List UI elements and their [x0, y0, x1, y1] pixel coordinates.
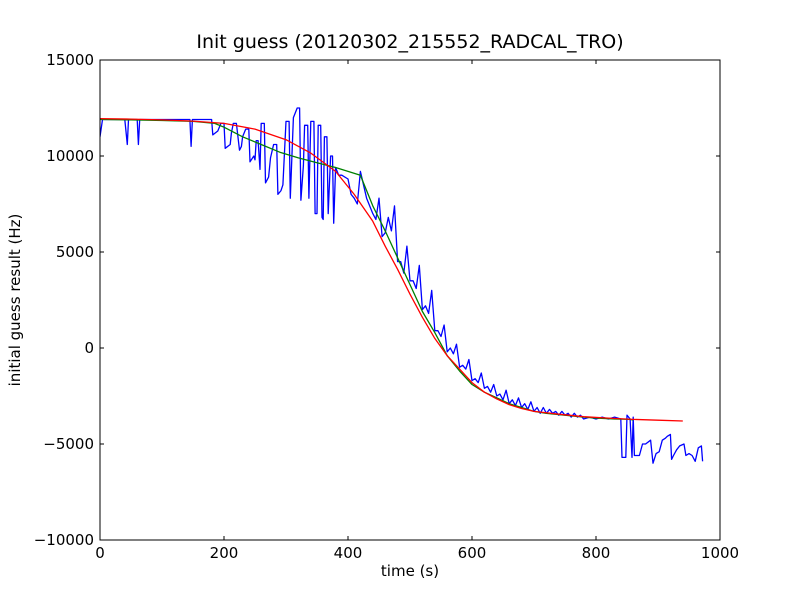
y-tick-label: 5000 [56, 243, 94, 261]
x-tick-label: 600 [458, 544, 487, 562]
plot-area: 0 200 400 600 800 1000 −10000 −5000 0 5000 10000 1… [34, 51, 739, 562]
x-axis-ticks: 0 200 400 600 800 1000 [95, 60, 739, 562]
y-axis-label: initial guess result (Hz) [6, 214, 24, 387]
y-tick-label: 15000 [46, 51, 94, 69]
y-tick-label: 0 [84, 339, 94, 357]
y-tick-label: 10000 [46, 147, 94, 165]
x-axis-label: time (s) [381, 562, 439, 580]
series-line-3 [100, 117, 683, 422]
x-tick-label: 400 [334, 544, 363, 562]
x-tick-label: 200 [210, 544, 239, 562]
series-layer [100, 107, 704, 464]
plot-frame [99, 59, 721, 541]
x-tick-label: 0 [95, 544, 105, 562]
x-tick-label: 800 [582, 544, 611, 562]
y-tick-label: −5000 [43, 435, 94, 453]
chart-title: Init guess (20120302_215552_RADCAL_TRO) [196, 31, 623, 53]
y-tick-label: −10000 [34, 531, 94, 549]
y-axis-ticks: −10000 −5000 0 5000 10000 15000 [34, 51, 720, 549]
x-tick-label: 1000 [701, 544, 739, 562]
